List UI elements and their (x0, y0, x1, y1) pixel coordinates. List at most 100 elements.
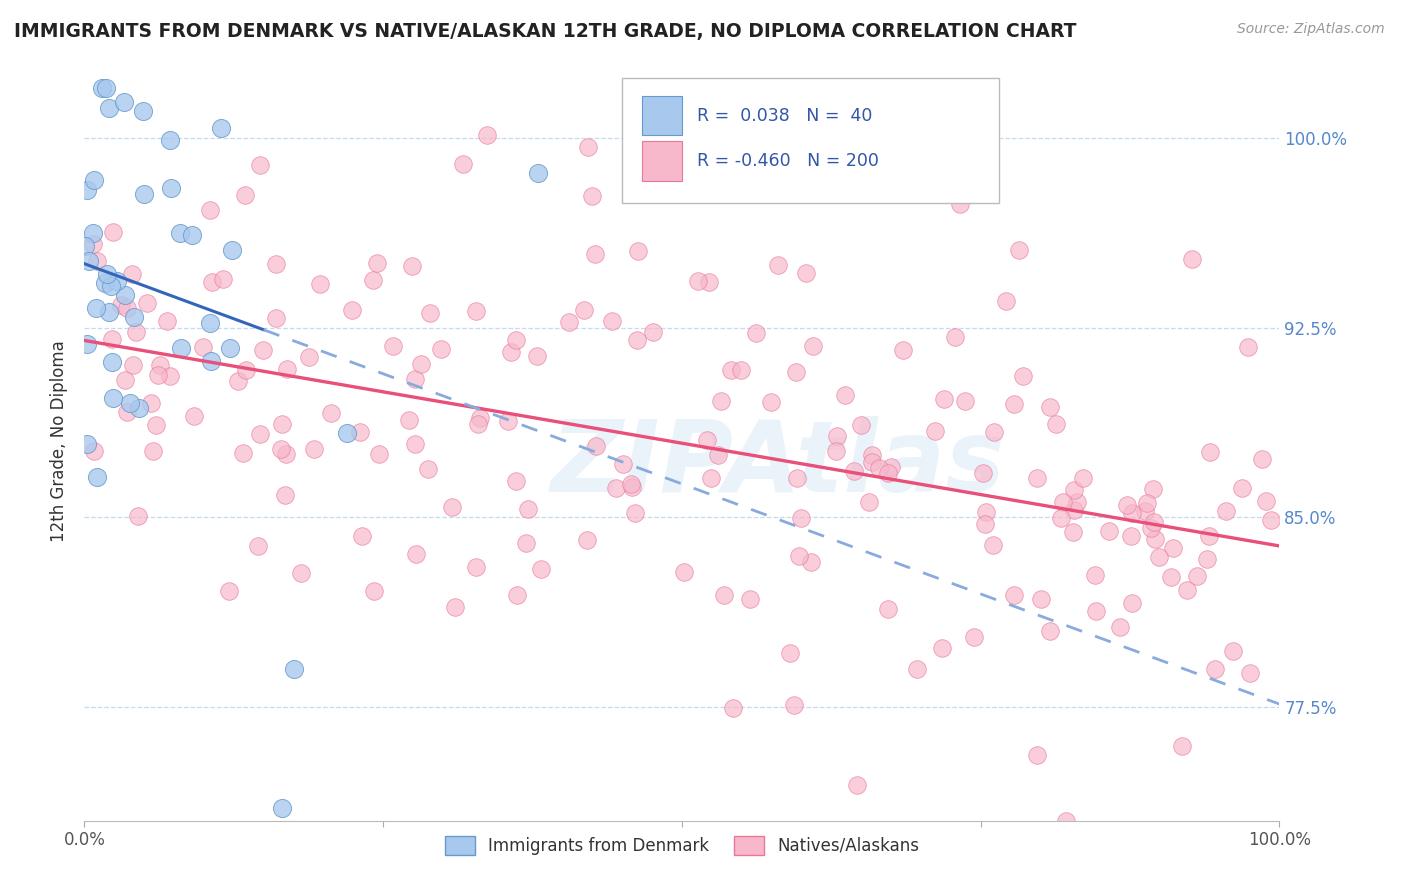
Point (336, 425, 359, 440)
Point (1136, 496, 1159, 510)
Point (527, 166, 550, 180)
Point (221, 243, 243, 257)
Point (142, 444, 165, 458)
Point (198, 316, 221, 330)
Point (115, 405, 138, 419)
Point (1116, 498, 1139, 512)
Point (366, 256, 388, 270)
Point (891, 343, 914, 357)
Point (1121, 506, 1143, 520)
Point (905, 662, 928, 676)
Point (101, 391, 124, 405)
Point (516, 501, 538, 516)
Point (98, 102, 121, 116)
Point (641, 325, 664, 339)
Point (1239, 665, 1261, 680)
Point (1171, 739, 1194, 753)
Point (209, 120, 232, 135)
Point (612, 457, 634, 471)
Point (794, 266, 817, 280)
Point (825, 429, 848, 443)
Point (218, 584, 240, 599)
Point (1199, 445, 1222, 459)
Point (149, 358, 172, 372)
Point (200, 354, 222, 368)
Point (825, 444, 848, 458)
Point (304, 442, 326, 456)
Point (972, 466, 994, 480)
Point (530, 562, 553, 576)
Point (834, 388, 856, 402)
Point (877, 602, 900, 616)
Point (1085, 604, 1108, 618)
Point (136, 295, 159, 310)
Point (226, 374, 249, 388)
Point (270, 417, 292, 431)
Point (198, 202, 221, 217)
Point (505, 474, 527, 488)
Point (981, 538, 1004, 552)
Point (845, 778, 868, 792)
Point (416, 462, 439, 476)
Point (405, 547, 427, 561)
Point (583, 247, 606, 261)
Point (83, 443, 105, 458)
Point (624, 506, 647, 520)
Point (235, 363, 257, 377)
Point (201, 275, 224, 289)
Point (789, 549, 811, 563)
Point (86, 254, 108, 268)
Point (211, 272, 233, 286)
Point (605, 481, 627, 495)
Point (467, 417, 489, 432)
Point (505, 589, 527, 603)
Point (621, 480, 644, 494)
Point (721, 701, 744, 715)
Point (1049, 510, 1071, 524)
Point (1143, 515, 1166, 529)
Point (1121, 596, 1143, 610)
Point (581, 189, 603, 203)
Point (183, 409, 205, 423)
Point (409, 358, 432, 372)
Point (75, 238, 97, 252)
Point (744, 326, 766, 340)
Point (931, 641, 953, 656)
Text: Source: ZipAtlas.com: Source: ZipAtlas.com (1237, 22, 1385, 37)
Point (156, 314, 179, 328)
Point (82, 237, 104, 252)
Point (363, 584, 385, 599)
Point (1254, 494, 1277, 508)
Point (1002, 587, 1025, 601)
Point (696, 433, 718, 447)
Point (252, 343, 274, 358)
Point (218, 341, 240, 355)
Point (1039, 400, 1062, 414)
Point (1071, 471, 1094, 485)
Point (404, 437, 426, 451)
Text: IMMIGRANTS FROM DENMARK VS NATIVE/ALASKAN 12TH GRADE, NO DIPLOMA CORRELATION CHA: IMMIGRANTS FROM DENMARK VS NATIVE/ALASKA… (14, 22, 1077, 41)
Point (76, 437, 98, 451)
Point (159, 181, 181, 195)
Point (1045, 417, 1067, 432)
Point (515, 536, 537, 550)
Point (858, 495, 880, 509)
Point (585, 439, 607, 453)
Point (1222, 643, 1244, 657)
Point (785, 365, 807, 379)
Point (382, 339, 405, 353)
Point (576, 140, 599, 154)
Point (779, 646, 801, 660)
Point (710, 394, 733, 409)
Bar (643, 141, 682, 181)
Point (1025, 471, 1047, 485)
Point (697, 276, 720, 290)
Point (974, 505, 997, 519)
Point (1029, 592, 1052, 607)
Point (475, 128, 498, 143)
Point (1063, 503, 1085, 517)
Point (191, 340, 214, 354)
FancyBboxPatch shape (623, 78, 998, 202)
Point (276, 447, 298, 461)
Point (496, 414, 519, 428)
